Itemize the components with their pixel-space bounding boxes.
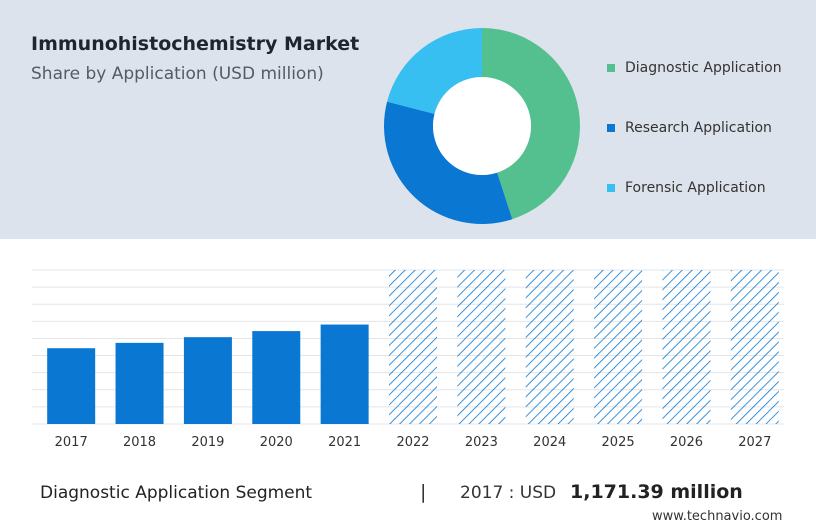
bar-2020 bbox=[252, 331, 301, 424]
legend-label: Research Application bbox=[625, 120, 772, 136]
legend-swatch bbox=[607, 184, 615, 192]
chart-title: Immunohistochemistry Market bbox=[31, 33, 360, 55]
segment-label: Diagnostic Application Segment bbox=[40, 483, 313, 503]
source-label: www.technavio.com bbox=[652, 509, 783, 524]
donut-slice-diagnostic-application bbox=[482, 28, 580, 220]
legend-item: Research Application bbox=[607, 120, 772, 136]
x-tick-label-2021: 2021 bbox=[328, 435, 361, 450]
x-tick-label-2024: 2024 bbox=[533, 435, 566, 450]
x-tick-label-2022: 2022 bbox=[396, 435, 429, 450]
donut-hole bbox=[433, 77, 531, 175]
bar-2018 bbox=[115, 342, 164, 424]
chart-subtitle: Share by Application (USD million) bbox=[31, 64, 324, 84]
x-tick-label-2026: 2026 bbox=[670, 435, 703, 450]
forecast-bar-2024 bbox=[525, 270, 574, 424]
legend-item: Forensic Application bbox=[607, 180, 766, 196]
x-tick-label-2020: 2020 bbox=[260, 435, 293, 450]
segment-year: 2017 : USD bbox=[460, 483, 557, 503]
legend-label: Diagnostic Application bbox=[625, 60, 782, 76]
bar-2019 bbox=[183, 337, 232, 424]
bar-2017 bbox=[47, 348, 96, 424]
x-tick-label-2023: 2023 bbox=[465, 435, 498, 450]
divider: | bbox=[420, 481, 427, 503]
forecast-bar-2025 bbox=[594, 270, 643, 424]
legend-swatch bbox=[607, 64, 615, 72]
x-tick-label-2027: 2027 bbox=[738, 435, 771, 450]
x-tick-label-2019: 2019 bbox=[191, 435, 224, 450]
segment-value: 1,171.39 million bbox=[570, 481, 743, 503]
bar-chart: 2017 2018 2019 2020 2021 2022 2023 2024 2025 2026… bbox=[32, 269, 784, 450]
forecast-bar-2023 bbox=[457, 270, 506, 424]
donut-slice-forensic-application bbox=[387, 28, 482, 114]
donut-chart bbox=[384, 28, 580, 224]
legend-swatch bbox=[607, 124, 615, 132]
forecast-bar-2022 bbox=[389, 270, 437, 424]
bar-2021 bbox=[320, 324, 369, 424]
x-tick-label-2017: 2017 bbox=[55, 435, 88, 450]
donut-slice-research-application bbox=[384, 101, 513, 224]
x-tick-label-2025: 2025 bbox=[602, 435, 635, 450]
forecast-bar-2026 bbox=[662, 270, 711, 424]
x-tick-label-2018: 2018 bbox=[123, 435, 156, 450]
legend-item: Diagnostic Application bbox=[607, 60, 782, 76]
forecast-bar-2027 bbox=[730, 270, 779, 424]
legend-label: Forensic Application bbox=[625, 180, 766, 196]
